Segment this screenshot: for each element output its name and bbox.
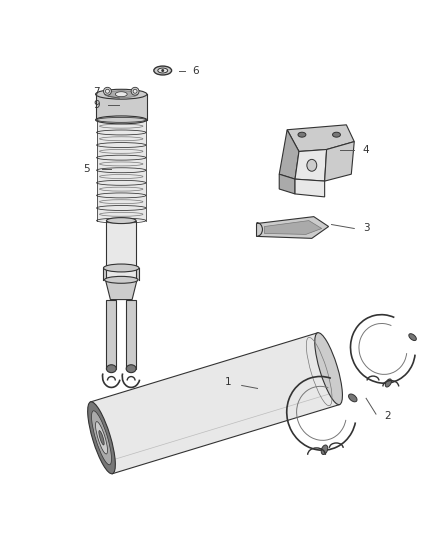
- Circle shape: [131, 87, 139, 95]
- Circle shape: [103, 87, 111, 95]
- Ellipse shape: [385, 379, 392, 387]
- Ellipse shape: [126, 365, 136, 373]
- Ellipse shape: [92, 411, 112, 465]
- Ellipse shape: [88, 402, 115, 474]
- Text: 7: 7: [93, 87, 100, 97]
- Ellipse shape: [106, 217, 136, 223]
- Polygon shape: [257, 216, 328, 238]
- Ellipse shape: [349, 394, 357, 402]
- Ellipse shape: [315, 333, 343, 405]
- Ellipse shape: [115, 92, 127, 96]
- Polygon shape: [279, 130, 299, 179]
- Text: 4: 4: [363, 144, 369, 155]
- Ellipse shape: [105, 277, 138, 283]
- Circle shape: [133, 89, 137, 93]
- Ellipse shape: [105, 91, 138, 98]
- Text: 1: 1: [225, 376, 231, 386]
- Polygon shape: [96, 120, 146, 221]
- Polygon shape: [106, 300, 117, 369]
- Polygon shape: [325, 142, 354, 181]
- Polygon shape: [287, 125, 354, 151]
- Polygon shape: [279, 174, 295, 194]
- Polygon shape: [103, 268, 139, 280]
- Polygon shape: [265, 221, 321, 235]
- FancyBboxPatch shape: [95, 94, 147, 120]
- Ellipse shape: [307, 159, 317, 171]
- Ellipse shape: [409, 334, 417, 341]
- Circle shape: [161, 69, 164, 72]
- Polygon shape: [295, 179, 325, 197]
- Ellipse shape: [95, 116, 147, 124]
- Polygon shape: [126, 300, 136, 369]
- Polygon shape: [106, 280, 137, 300]
- Polygon shape: [91, 333, 339, 474]
- Ellipse shape: [103, 264, 139, 272]
- Text: 6: 6: [192, 66, 198, 76]
- Ellipse shape: [154, 66, 172, 75]
- Text: 5: 5: [83, 164, 90, 174]
- Ellipse shape: [95, 422, 107, 454]
- Text: 9: 9: [93, 100, 100, 110]
- Ellipse shape: [158, 68, 168, 73]
- Text: 2: 2: [385, 411, 391, 421]
- Ellipse shape: [95, 89, 147, 99]
- Circle shape: [106, 89, 110, 93]
- Polygon shape: [295, 149, 327, 181]
- Ellipse shape: [298, 132, 306, 137]
- Ellipse shape: [99, 431, 104, 445]
- Ellipse shape: [321, 445, 328, 455]
- Ellipse shape: [106, 365, 117, 373]
- Ellipse shape: [332, 132, 340, 137]
- Text: 3: 3: [363, 223, 369, 233]
- Polygon shape: [106, 221, 136, 280]
